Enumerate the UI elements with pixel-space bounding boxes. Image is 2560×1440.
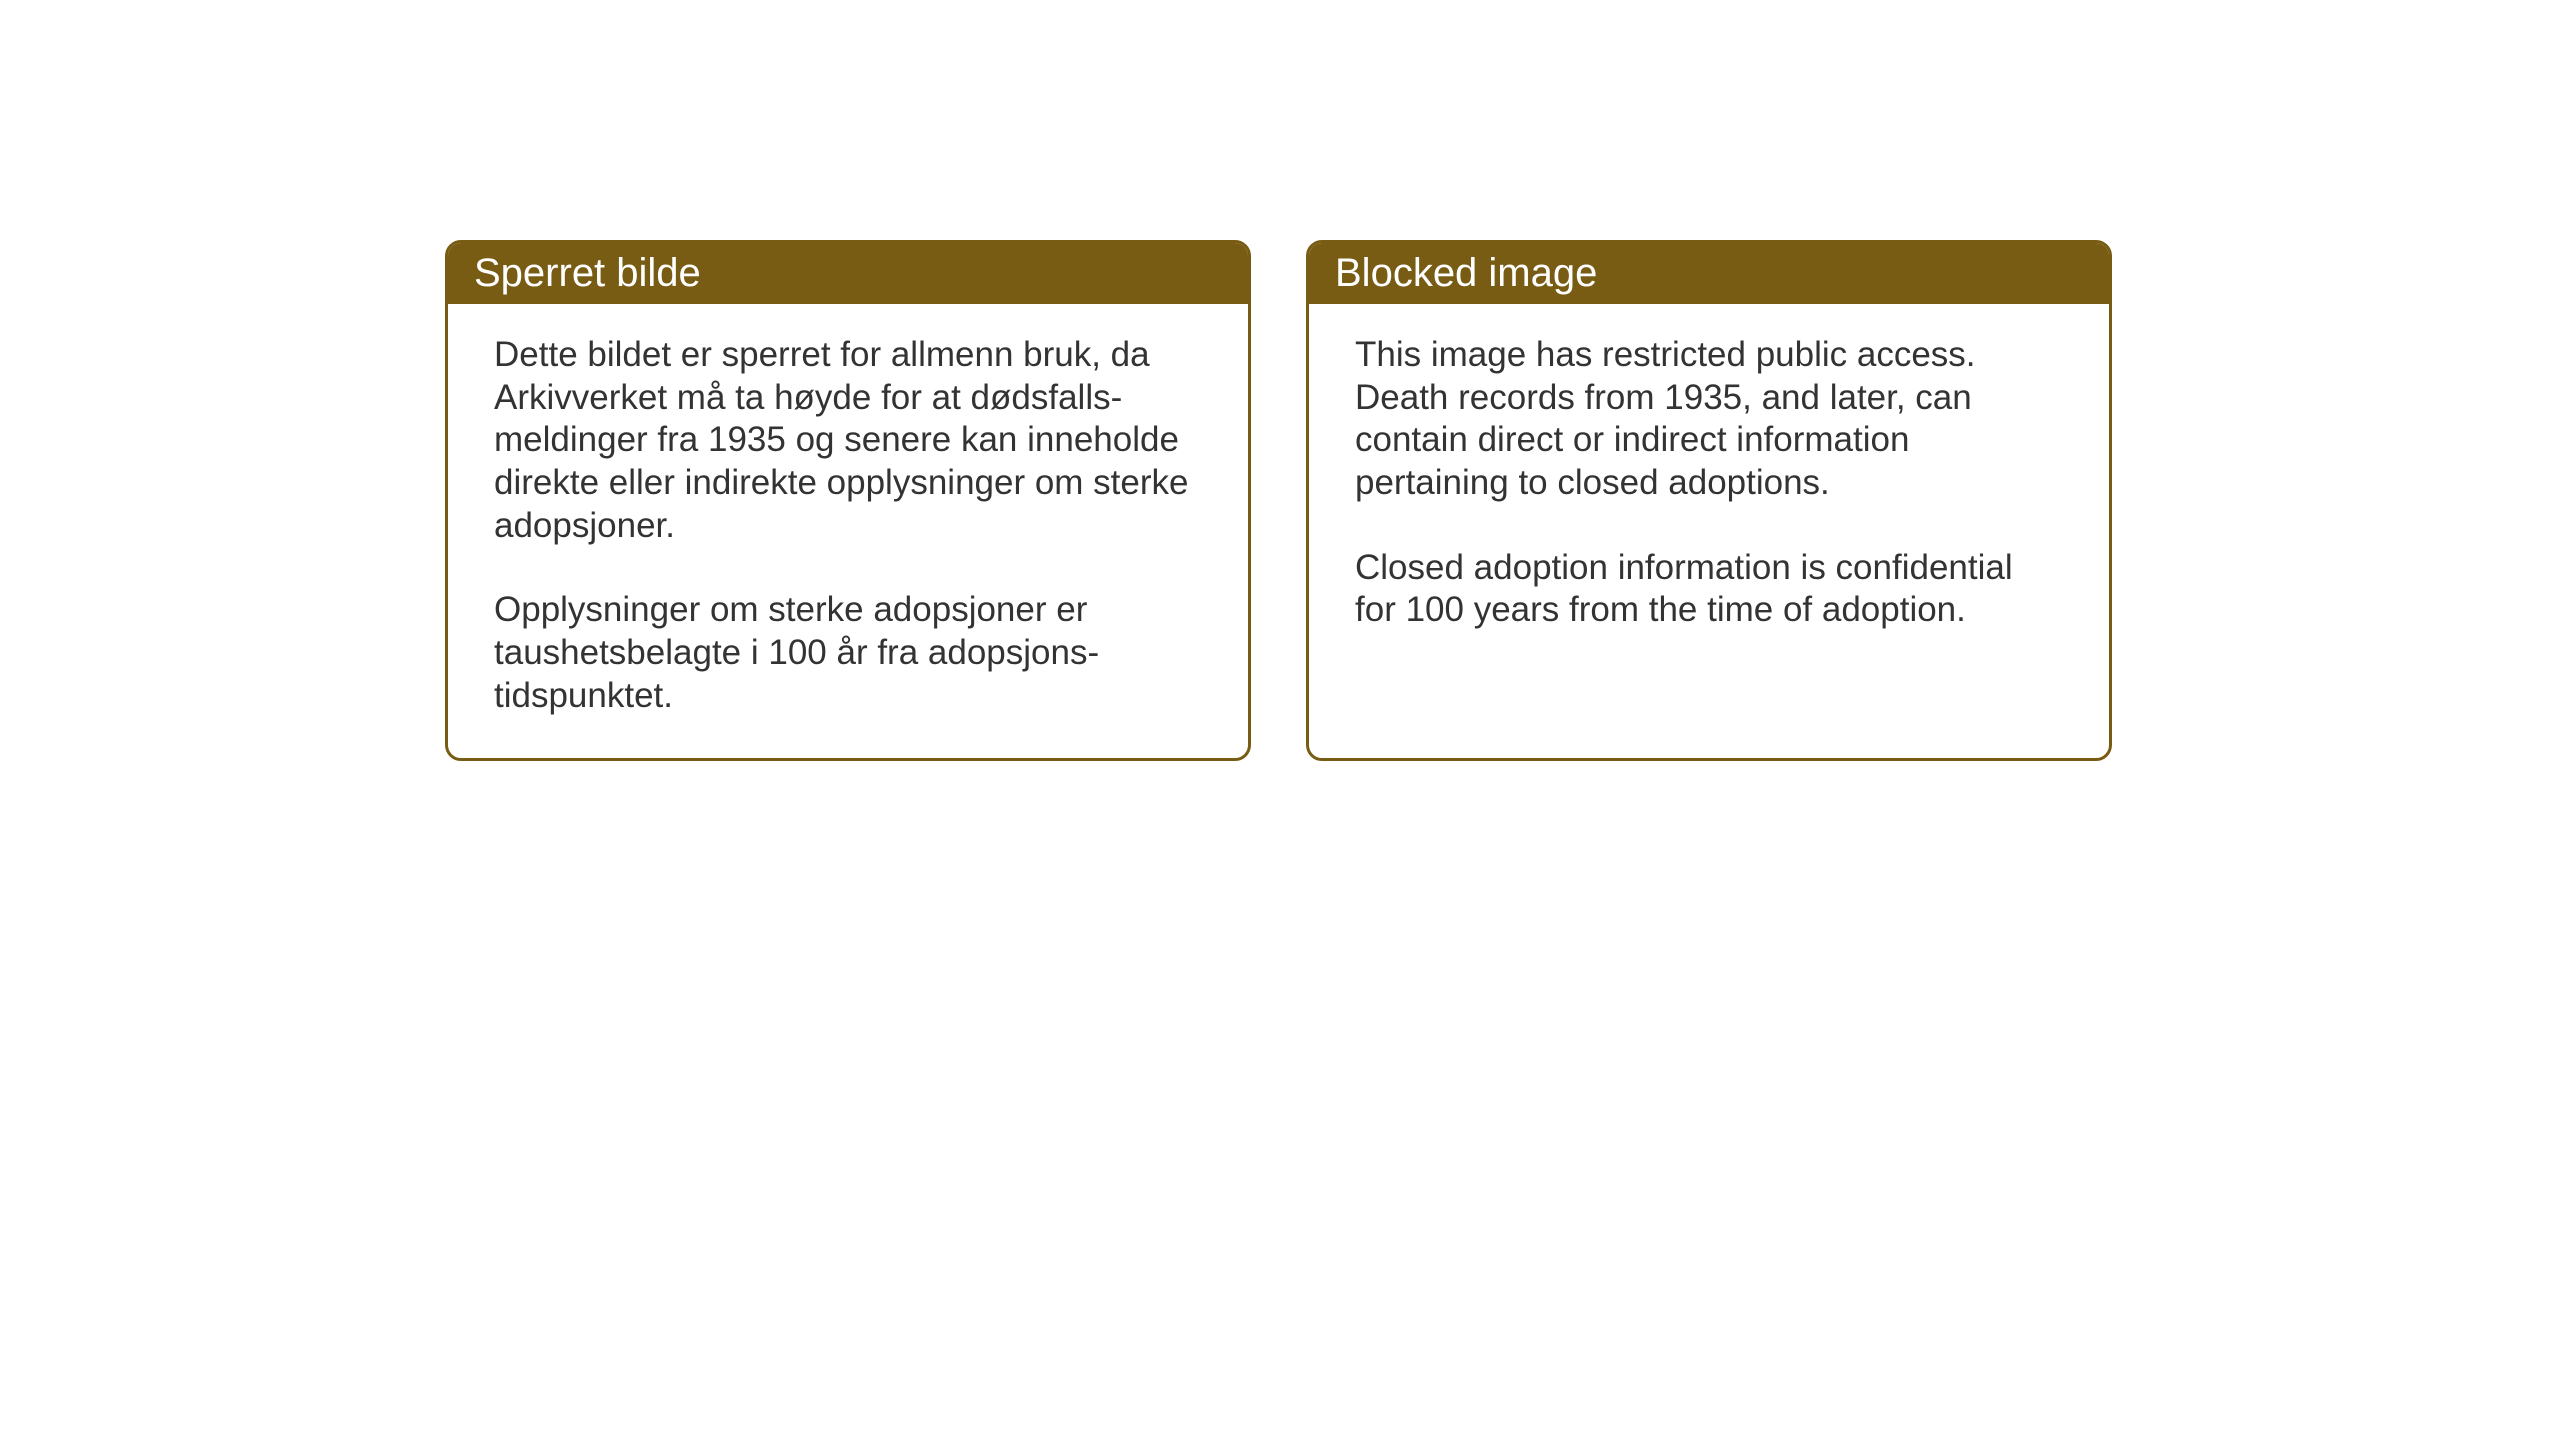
card-paragraph-1-english: This image has restricted public access.… — [1355, 334, 2063, 505]
card-title-norwegian: Sperret bilde — [474, 251, 701, 295]
card-paragraph-2-norwegian: Opplysninger om sterke adopsjoner er tau… — [494, 589, 1202, 717]
info-cards-container: Sperret bilde Dette bildet er sperret fo… — [445, 240, 2112, 761]
card-header-english: Blocked image — [1309, 243, 2109, 304]
card-header-norwegian: Sperret bilde — [448, 243, 1248, 304]
card-paragraph-2-english: Closed adoption information is confident… — [1355, 547, 2063, 632]
card-body-norwegian: Dette bildet er sperret for allmenn bruk… — [448, 304, 1248, 758]
card-body-english: This image has restricted public access.… — [1309, 304, 2109, 672]
info-card-english: Blocked image This image has restricted … — [1306, 240, 2112, 761]
card-paragraph-1-norwegian: Dette bildet er sperret for allmenn bruk… — [494, 334, 1202, 547]
info-card-norwegian: Sperret bilde Dette bildet er sperret fo… — [445, 240, 1251, 761]
card-title-english: Blocked image — [1335, 251, 1597, 295]
